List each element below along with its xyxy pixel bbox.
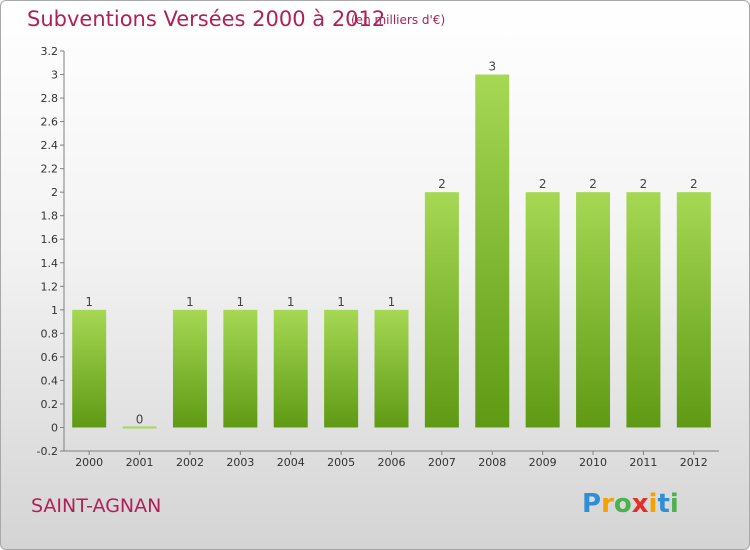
proxiti-logo: Proxiti	[582, 489, 679, 519]
y-tick-label: 1.4	[41, 257, 59, 270]
logo-letter: i	[669, 489, 679, 519]
y-tick-label: 2.4	[41, 139, 59, 152]
data-label-2007: 2	[438, 177, 446, 191]
unit-note: (en milliers d'€)	[351, 13, 446, 27]
y-tick-label: 1.6	[41, 233, 59, 246]
bar-2009	[525, 192, 560, 428]
data-label-2005: 1	[337, 295, 345, 309]
bar-2006	[374, 309, 409, 428]
x-tick-label-2008: 2008	[478, 456, 506, 469]
data-label-2009: 2	[539, 177, 547, 191]
bar-2010	[576, 192, 611, 428]
x-tick-label-2012: 2012	[680, 456, 708, 469]
bar-2011	[626, 192, 661, 428]
bar-2003	[223, 309, 258, 428]
x-tick-label-2011: 2011	[629, 456, 657, 469]
x-tick-label-2002: 2002	[176, 456, 204, 469]
x-tick-label-2001: 2001	[126, 456, 154, 469]
data-label-2001: 0	[136, 412, 144, 426]
bar-2007	[424, 192, 459, 428]
data-label-2006: 1	[388, 295, 396, 309]
y-tick-label: 3.2	[41, 45, 59, 58]
data-label-2008: 3	[488, 60, 496, 74]
x-tick-label-2000: 2000	[75, 456, 103, 469]
y-tick-label: 0.4	[41, 374, 59, 387]
data-label-2000: 1	[85, 295, 93, 309]
bar-2001	[122, 426, 157, 429]
data-label-2012: 2	[690, 177, 698, 191]
x-tick-label-2009: 2009	[529, 456, 557, 469]
y-tick-label: 0	[51, 421, 58, 434]
x-tick-label-2005: 2005	[327, 456, 355, 469]
data-label-2010: 2	[589, 177, 597, 191]
bar-2005	[324, 309, 359, 428]
x-tick-label-2010: 2010	[579, 456, 607, 469]
data-label-2011: 2	[640, 177, 648, 191]
bars	[72, 74, 711, 429]
x-tick-label-2004: 2004	[277, 456, 305, 469]
bar-2002	[172, 309, 207, 428]
y-tick-label: 1	[51, 304, 58, 317]
x-tick-label-2007: 2007	[428, 456, 456, 469]
y-tick-label: 3	[51, 69, 58, 82]
data-label-2002: 1	[186, 295, 194, 309]
commune-name: SAINT-AGNAN	[31, 495, 162, 517]
logo-letter: P	[582, 489, 602, 519]
bar-2000	[72, 309, 107, 428]
y-tick-label: 1.2	[41, 280, 59, 293]
y-tick-label: 2	[51, 186, 58, 199]
y-tick-label: 0.8	[41, 327, 59, 340]
logo-letter: o	[613, 489, 632, 519]
y-tick-label: 1.8	[41, 210, 59, 223]
logo-letter: t	[657, 489, 670, 519]
y-tick-label: 0.2	[41, 398, 59, 411]
axes: -0.2 0 0.2 0.4 0.6 0.8 1 1.2 1.4 1.6 1.8 2 2.2 2.4 2.6…	[37, 45, 719, 469]
chart-title: Subventions Versées 2000 à 2012	[27, 7, 386, 31]
logo-letter: r	[601, 489, 614, 519]
bar-2008	[475, 74, 510, 428]
bar-2004	[273, 309, 308, 428]
bar-2012	[676, 192, 711, 428]
y-tick-label: 2.6	[41, 116, 59, 129]
y-tick-label: 2.8	[41, 92, 59, 105]
y-tick-label: -0.2	[37, 445, 58, 458]
y-tick-label: 2.2	[41, 163, 59, 176]
labels: 1 0 1 1 1 1 1 2 3 2 2 2 2	[85, 60, 697, 427]
x-tick-label-2006: 2006	[378, 456, 406, 469]
logo-letter: x	[631, 489, 649, 519]
data-label-2003: 1	[237, 295, 245, 309]
y-tick-label: 0.6	[41, 351, 59, 364]
x-tick-label-2003: 2003	[226, 456, 254, 469]
logo-letter: i	[648, 489, 658, 519]
data-label-2004: 1	[287, 295, 295, 309]
